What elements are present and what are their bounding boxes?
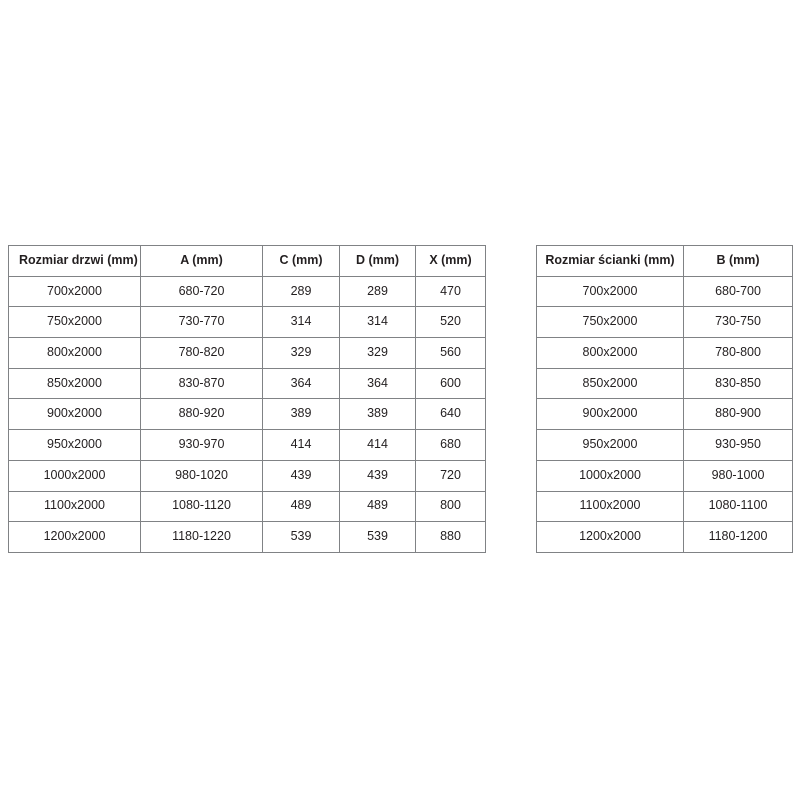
cell-b: 730-750 [683, 306, 793, 339]
table-row: 700x2000 680-700 [536, 275, 793, 308]
cell-wall-size: 700x2000 [536, 275, 684, 308]
column-header-c: C (mm) [262, 245, 340, 277]
table-row: 950x2000 930-950 [536, 429, 793, 461]
cell-d: 489 [339, 490, 416, 523]
cell-door-size: 850x2000 [8, 367, 141, 400]
cell-a: 930-970 [140, 429, 263, 461]
table-row: 700x2000 680-720 289 289 470 [8, 275, 486, 308]
cell-door-size: 800x2000 [8, 337, 141, 369]
table-row: 800x2000 780-820 329 329 560 [8, 337, 486, 369]
cell-a: 780-820 [140, 337, 263, 369]
cell-wall-size: 800x2000 [536, 337, 684, 369]
cell-a: 880-920 [140, 398, 263, 431]
table-row: 1100x2000 1080-1100 [536, 490, 793, 523]
cell-door-size: 1100x2000 [8, 490, 141, 523]
cell-door-size: 900x2000 [8, 398, 141, 431]
table-row: 750x2000 730-750 [536, 306, 793, 339]
column-header-door-size: Rozmiar drzwi (mm) [8, 245, 141, 277]
cell-c: 439 [262, 459, 340, 492]
cell-b: 930-950 [683, 429, 793, 461]
cell-wall-size: 900x2000 [536, 398, 684, 431]
cell-c: 389 [262, 398, 340, 431]
cell-x: 880 [415, 521, 486, 553]
cell-b: 780-800 [683, 337, 793, 369]
cell-door-size: 950x2000 [8, 429, 141, 461]
cell-x: 680 [415, 429, 486, 461]
cell-a: 1080-1120 [140, 490, 263, 523]
table-row: 1100x2000 1080-1120 489 489 800 [8, 490, 486, 523]
table-row: 800x2000 780-800 [536, 337, 793, 369]
cell-d: 329 [339, 337, 416, 369]
table-row: 900x2000 880-920 389 389 640 [8, 398, 486, 431]
cell-b: 830-850 [683, 367, 793, 400]
table-header-row: Rozmiar ścianki (mm) B (mm) [536, 245, 793, 277]
cell-c: 539 [262, 521, 340, 553]
cell-x: 640 [415, 398, 486, 431]
table-row: 750x2000 730-770 314 314 520 [8, 306, 486, 339]
cell-b: 880-900 [683, 398, 793, 431]
cell-a: 980-1020 [140, 459, 263, 492]
cell-b: 980-1000 [683, 459, 793, 492]
cell-c: 489 [262, 490, 340, 523]
table-row: 900x2000 880-900 [536, 398, 793, 431]
door-table-body: 700x2000 680-720 289 289 470 750x2000 73… [8, 275, 486, 553]
table-row: 850x2000 830-850 [536, 367, 793, 400]
table-row: 950x2000 930-970 414 414 680 [8, 429, 486, 461]
cell-wall-size: 850x2000 [536, 367, 684, 400]
cell-x: 800 [415, 490, 486, 523]
cell-a: 680-720 [140, 275, 263, 308]
table-header-row: Rozmiar drzwi (mm) A (mm) C (mm) D (mm) … [8, 245, 486, 277]
cell-b: 680-700 [683, 275, 793, 308]
table-row: 1000x2000 980-1000 [536, 459, 793, 492]
cell-c: 414 [262, 429, 340, 461]
cell-door-size: 700x2000 [8, 275, 141, 308]
cell-door-size: 750x2000 [8, 306, 141, 339]
table-row: 850x2000 830-870 364 364 600 [8, 367, 486, 400]
wall-table-body: 700x2000 680-700 750x2000 730-750 800x20… [536, 275, 793, 553]
cell-d: 414 [339, 429, 416, 461]
cell-x: 600 [415, 367, 486, 400]
cell-d: 389 [339, 398, 416, 431]
cell-wall-size: 950x2000 [536, 429, 684, 461]
cell-c: 289 [262, 275, 340, 308]
cell-c: 364 [262, 367, 340, 400]
cell-door-size: 1200x2000 [8, 521, 141, 553]
cell-a: 830-870 [140, 367, 263, 400]
cell-wall-size: 1200x2000 [536, 521, 684, 553]
column-header-wall-size: Rozmiar ścianki (mm) [536, 245, 684, 277]
cell-door-size: 1000x2000 [8, 459, 141, 492]
door-size-table: Rozmiar drzwi (mm) A (mm) C (mm) D (mm) … [8, 245, 486, 553]
cell-a: 730-770 [140, 306, 263, 339]
cell-x: 520 [415, 306, 486, 339]
column-header-d: D (mm) [339, 245, 416, 277]
table-row: 1200x2000 1180-1220 539 539 880 [8, 521, 486, 553]
table-row: 1000x2000 980-1020 439 439 720 [8, 459, 486, 492]
column-header-a: A (mm) [140, 245, 263, 277]
cell-wall-size: 1100x2000 [536, 490, 684, 523]
cell-d: 314 [339, 306, 416, 339]
cell-wall-size: 750x2000 [536, 306, 684, 339]
cell-x: 470 [415, 275, 486, 308]
cell-b: 1080-1100 [683, 490, 793, 523]
wall-panel-size-table: Rozmiar ścianki (mm) B (mm) 700x2000 680… [536, 245, 793, 553]
column-header-b: B (mm) [683, 245, 793, 277]
cell-a: 1180-1220 [140, 521, 263, 553]
column-header-x: X (mm) [415, 245, 486, 277]
cell-wall-size: 1000x2000 [536, 459, 684, 492]
cell-b: 1180-1200 [683, 521, 793, 553]
cell-d: 289 [339, 275, 416, 308]
cell-x: 720 [415, 459, 486, 492]
table-row: 1200x2000 1180-1200 [536, 521, 793, 553]
cell-x: 560 [415, 337, 486, 369]
cell-d: 439 [339, 459, 416, 492]
cell-d: 364 [339, 367, 416, 400]
cell-c: 329 [262, 337, 340, 369]
cell-d: 539 [339, 521, 416, 553]
cell-c: 314 [262, 306, 340, 339]
